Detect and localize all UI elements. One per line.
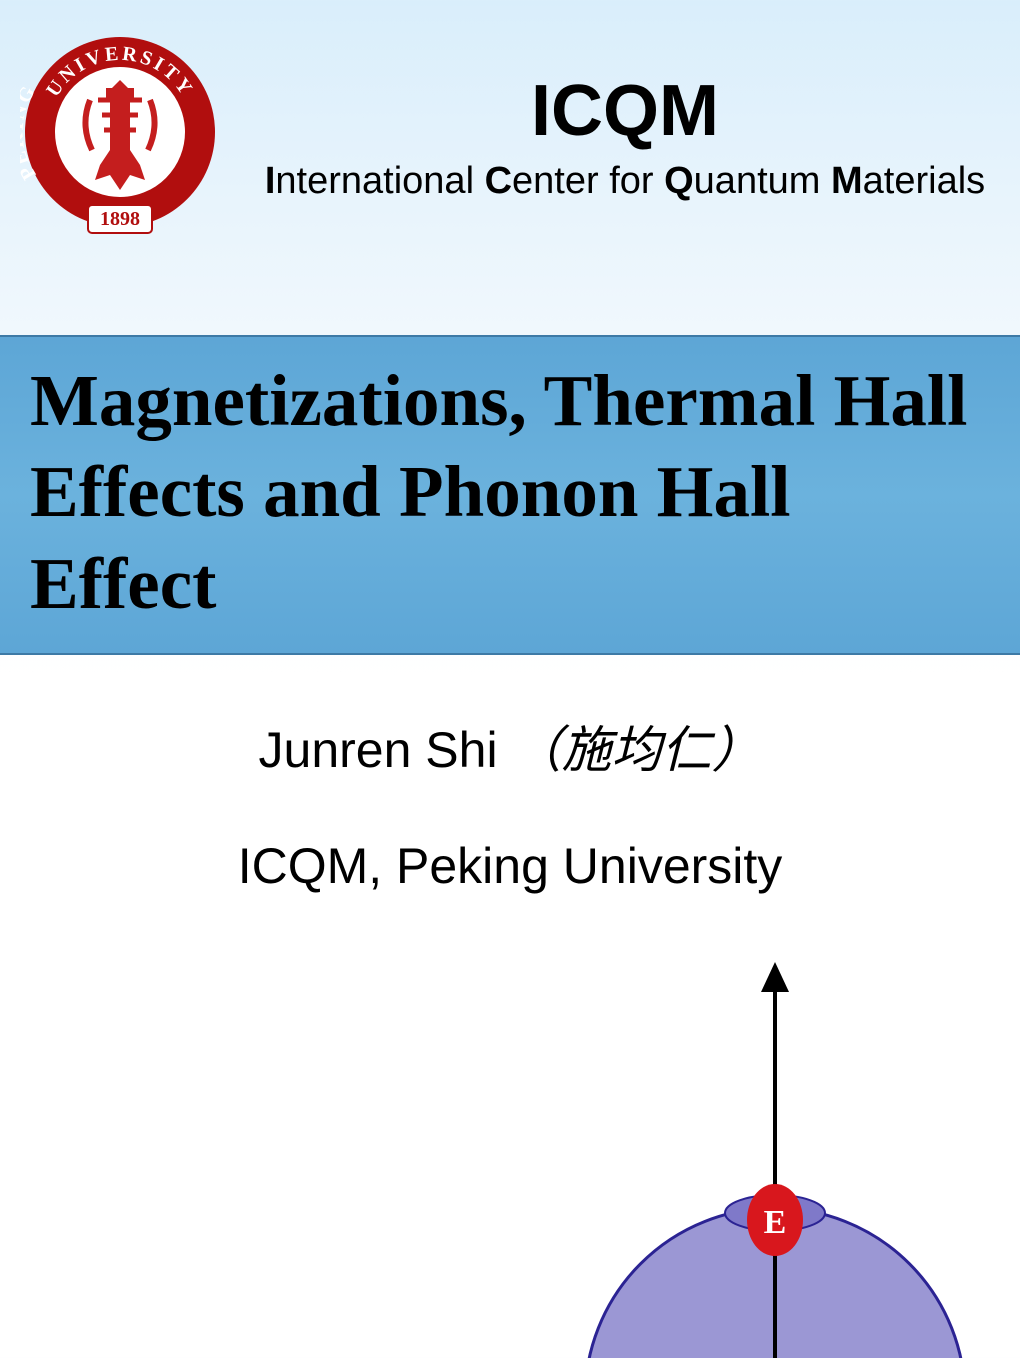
- icqm-title: ICQM: [250, 70, 1000, 152]
- talk-title: Magnetizations, Thermal Hall Effects and…: [30, 355, 990, 629]
- author-name: Junren Shi （施均仁）: [0, 710, 1020, 782]
- sphere-diagram: E: [565, 958, 985, 1358]
- author-affiliation: ICQM, Peking University: [0, 837, 1020, 895]
- header: UNIVERSITY PEKING 1898 ICQM Internationa…: [0, 0, 1020, 265]
- diagram-marker-label: E: [764, 1204, 787, 1241]
- header-text-block: ICQM International Center for Quantum Ma…: [250, 30, 1000, 203]
- icqm-subtitle: International Center for Quantum Materia…: [250, 160, 1000, 203]
- diagram-arrow-head: [761, 962, 789, 992]
- author-block: Junren Shi （施均仁） ICQM, Peking University: [0, 710, 1020, 895]
- logo-year: 1898: [100, 208, 140, 230]
- pku-logo: UNIVERSITY PEKING 1898: [20, 30, 220, 245]
- title-bar: Magnetizations, Thermal Hall Effects and…: [0, 335, 1020, 655]
